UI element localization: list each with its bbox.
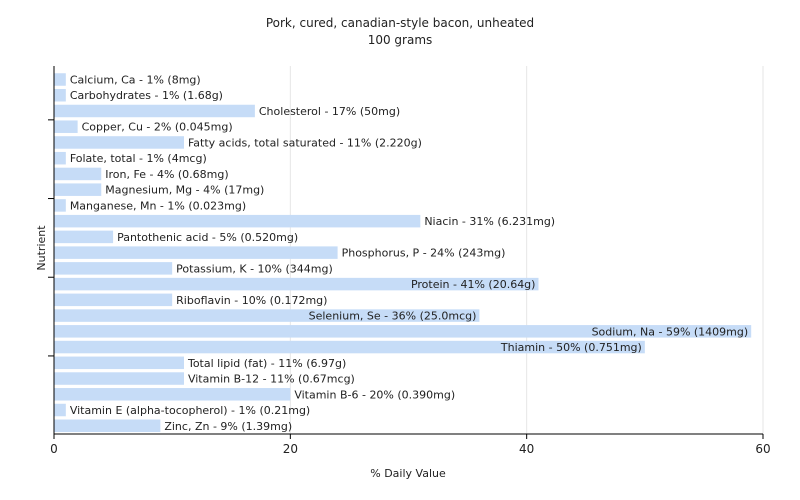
bar-label-1: Carbohydrates - 1% (1.68g) [70, 89, 223, 102]
bar-label-15: Selenium, Se - 36% (25.0mcg) [309, 310, 477, 323]
bar-2 [54, 104, 255, 118]
bar-label-19: Vitamin B-12 - 11% (0.67mcg) [188, 373, 355, 386]
bar-0 [54, 73, 66, 86]
bar-9 [54, 214, 421, 228]
bar-label-8: Manganese, Mn - 1% (0.023mg) [70, 199, 246, 212]
bar-3 [54, 120, 78, 133]
bar-12 [54, 262, 173, 275]
x-tick-label-0: 0 [50, 442, 58, 456]
bar-label-6: Iron, Fe - 4% (0.68mg) [105, 168, 228, 181]
bar-label-5: Folate, total - 1% (4mcg) [70, 152, 207, 165]
bar-label-18: Total lipid (fat) - 11% (6.97g) [187, 357, 346, 370]
bar-label-14: Riboflavin - 10% (0.172mg) [176, 294, 327, 307]
bar-label-9: Niacin - 31% (6.231mg) [424, 215, 555, 228]
x-axis-label: % Daily Value [370, 467, 446, 480]
bar-label-4: Fatty acids, total saturated - 11% (2.22… [188, 136, 422, 149]
bar-14 [54, 293, 173, 307]
bar-label-0: Calcium, Ca - 1% (8mg) [70, 74, 201, 87]
bar-8 [54, 199, 66, 212]
bar-label-7: Magnesium, Mg - 4% (17mg) [105, 184, 264, 197]
bar-label-17: Thiamin - 50% (0.751mg) [500, 341, 642, 354]
bar-20 [54, 388, 291, 401]
bar-label-10: Pantothenic acid - 5% (0.520mg) [117, 231, 298, 244]
bar-6 [54, 167, 102, 181]
bar-22 [54, 419, 161, 433]
bar-5 [54, 151, 66, 165]
bar-labels: Calcium, Ca - 1% (8mg) Carbohydrates - 1%… [70, 74, 748, 433]
bars [54, 73, 752, 433]
axes [48, 66, 764, 439]
chart-subtitle: 100 grams [368, 33, 433, 47]
bar-label-22: Zinc, Zn - 9% (1.39mg) [164, 420, 292, 433]
bar-21 [54, 403, 66, 417]
bar-4 [54, 136, 184, 149]
bar-11 [54, 246, 338, 259]
bar-10 [54, 230, 114, 244]
bar-label-11: Phosphorus, P - 24% (243mg) [342, 247, 506, 260]
chart-title: Pork, cured, canadian-style bacon, unhea… [266, 16, 534, 30]
bar-19 [54, 372, 184, 385]
bar-label-2: Cholesterol - 17% (50mg) [259, 105, 400, 118]
bar-18 [54, 356, 184, 370]
bar-label-13: Protein - 41% (20.64g) [411, 278, 536, 291]
x-tick-label-1: 20 [283, 442, 298, 456]
bar-label-12: Potassium, K - 10% (344mg) [176, 262, 333, 275]
bar-16 [54, 325, 752, 338]
bar-15 [54, 309, 480, 322]
bar-17 [54, 340, 645, 354]
x-tick-label-2: 40 [519, 442, 534, 456]
x-tick-labels: 0 20 40 60 [50, 442, 770, 456]
bar-label-21: Vitamin E (alpha-tocopherol) - 1% (0.21m… [70, 404, 310, 417]
bar-13 [54, 277, 539, 291]
bar-label-3: Copper, Cu - 2% (0.045mg) [82, 121, 233, 134]
bar-label-20: Vitamin B-6 - 20% (0.390mg) [294, 388, 455, 401]
bar-7 [54, 183, 102, 196]
bar-1 [54, 88, 66, 102]
y-axis-label: Nutrient [35, 225, 48, 271]
x-tick-label-3: 60 [755, 442, 770, 456]
bar-label-16: Sodium, Na - 59% (1409mg) [592, 325, 749, 338]
